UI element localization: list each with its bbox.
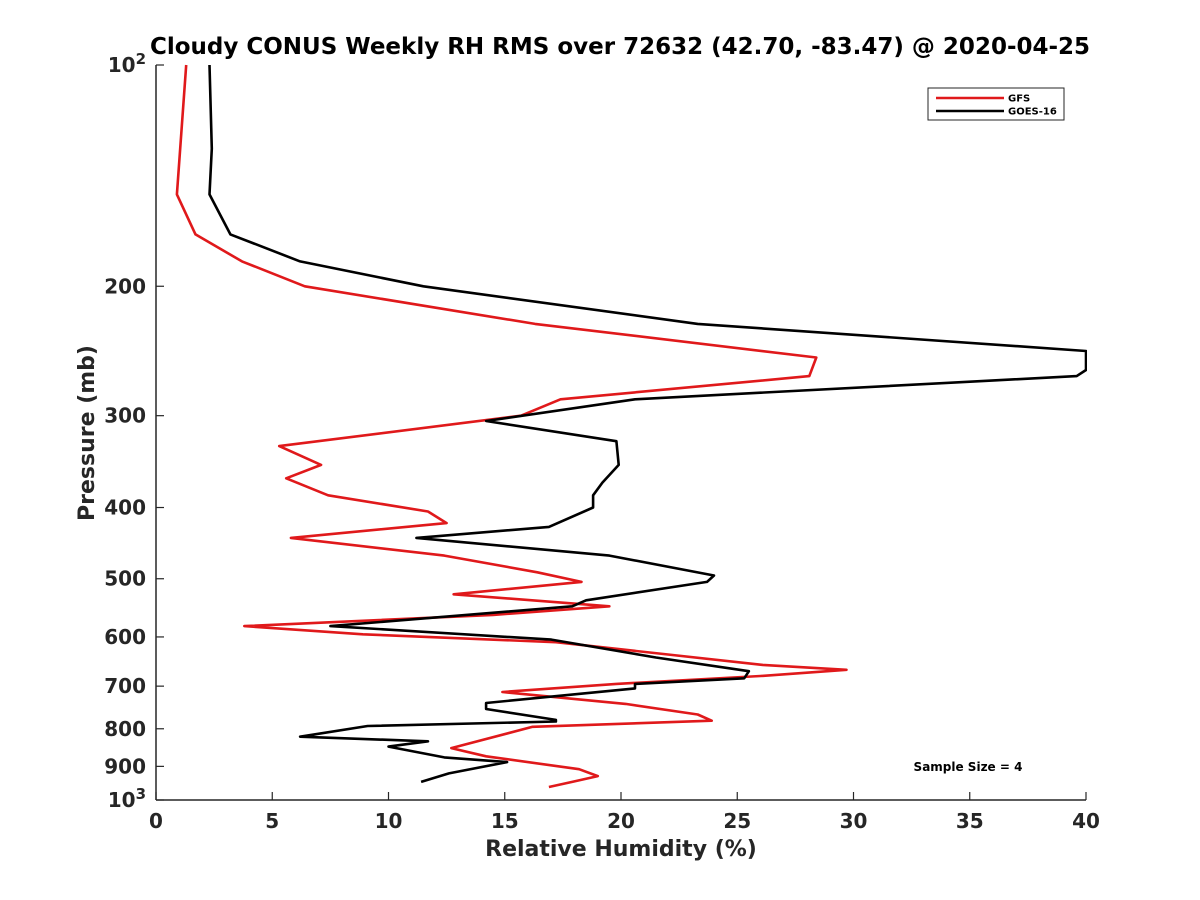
y-tick-label: 700 (104, 674, 146, 698)
x-tick-label: 40 (1072, 809, 1100, 833)
x-tick-label: 5 (265, 809, 279, 833)
series-line-goes16 (208, 64, 1087, 784)
series-line-gfs (175, 64, 848, 789)
x-tick-label: 20 (607, 809, 635, 833)
x-tick-label: 15 (491, 809, 519, 833)
legend-label-goes16: GOES-16 (1008, 107, 1057, 118)
y-tick-label: 400 (104, 496, 146, 520)
y-tick-label: 500 (104, 567, 146, 591)
x-ticks: 0 5 10 15 20 25 30 35 40 (149, 792, 1100, 833)
chart-title: Cloudy CONUS Weekly RH RMS over 72632 (4… (150, 34, 1090, 60)
y-tick-label: 800 (104, 717, 146, 741)
y-tick-label: 200 (104, 274, 146, 298)
y-tick-label: 900 (104, 754, 146, 778)
legend-box (927, 87, 1065, 121)
legend-label-gfs: GFS (1008, 94, 1030, 105)
y-axis-label: Pressure (mb) (75, 345, 100, 521)
y-tick-label: 102 (108, 50, 146, 77)
y-tick-label: 103 (108, 785, 146, 812)
x-tick-label: 0 (149, 809, 163, 833)
x-axis-label: Relative Humidity (%) (485, 837, 757, 862)
y-ticks: 102 200 300 400 500 600 700 800 900 103 (104, 50, 164, 812)
series-lines (175, 64, 1087, 789)
x-tick-label: 25 (723, 809, 751, 833)
y-tick-label: 600 (104, 625, 146, 649)
y-tick-label: 300 (104, 404, 146, 428)
legend: GFS GOES-16 (927, 87, 1065, 121)
x-tick-label: 35 (956, 809, 984, 833)
x-tick-label: 10 (375, 809, 403, 833)
sample-size-annotation: Sample Size = 4 (914, 760, 1023, 774)
x-tick-label: 30 (840, 809, 868, 833)
